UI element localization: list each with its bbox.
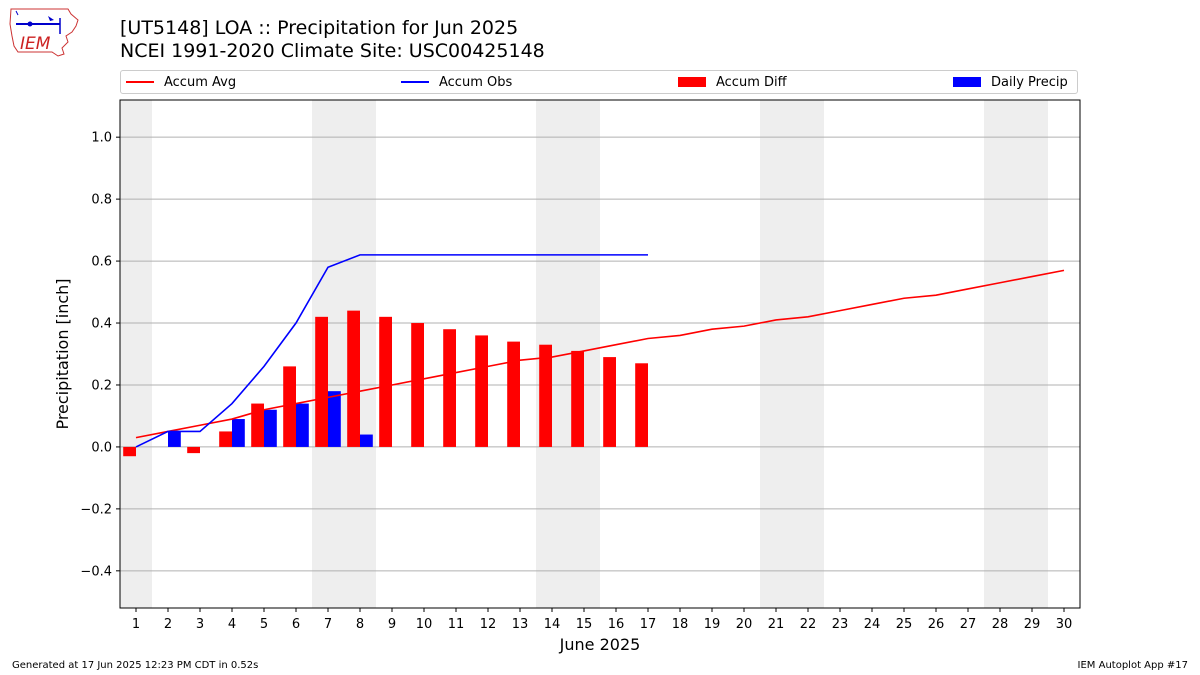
chart-legend: Accum Avg Accum Obs Accum Diff Daily Pre… (120, 70, 1078, 94)
x-tick-label: 21 (768, 617, 785, 632)
x-tick-label: 11 (448, 617, 465, 632)
daily-precip-bar (328, 391, 341, 447)
x-tick-label: 2 (164, 617, 172, 632)
accum-diff-bar (571, 350, 584, 447)
x-tick-label: 27 (960, 617, 977, 632)
x-tick-label: 22 (800, 617, 817, 632)
accum-diff-bar (283, 366, 296, 447)
x-tick-label: 17 (640, 617, 657, 632)
x-tick-label: 13 (512, 617, 529, 632)
legend-item-daily-precip: Daily Precip (953, 71, 1068, 93)
y-tick-label: 0.2 (91, 378, 112, 393)
y-axis-label: Precipitation [inch] (53, 278, 72, 429)
legend-swatch-daily-precip (953, 77, 981, 87)
accum-diff-bar (347, 310, 360, 447)
x-tick-label: 30 (1056, 617, 1073, 632)
daily-precip-bar (168, 431, 181, 447)
accum-diff-bar (603, 357, 616, 447)
legend-swatch-accum-diff (678, 77, 706, 87)
legend-item-accum-obs: Accum Obs (401, 71, 512, 93)
legend-label-daily-precip: Daily Precip (991, 74, 1068, 90)
x-tick-label: 16 (608, 617, 625, 632)
iem-logo: IEM (9, 8, 79, 57)
generated-timestamp: Generated at 17 Jun 2025 12:23 PM CDT in… (12, 660, 259, 671)
x-tick-label: 4 (228, 617, 236, 632)
accum-obs-line (135, 254, 648, 448)
y-tick-label: −0.2 (80, 502, 112, 517)
y-tick-label: −0.4 (80, 564, 112, 579)
y-tick-label: 0.8 (91, 193, 112, 208)
x-tick-label: 18 (672, 617, 689, 632)
x-tick-label: 19 (704, 617, 721, 632)
accum-diff-bar (187, 446, 200, 454)
legend-swatch-accum-obs (401, 81, 429, 83)
x-tick-label: 28 (992, 617, 1009, 632)
x-tick-label: 20 (736, 617, 753, 632)
x-tick-label: 29 (1024, 617, 1041, 632)
x-tick-label: 10 (416, 617, 433, 632)
weekend-band-4 (760, 100, 824, 608)
accum-diff-bar (635, 363, 648, 447)
accum-diff-bar (475, 335, 488, 447)
legend-item-accum-avg: Accum Avg (126, 71, 236, 93)
chart-title: [UT5148] LOA :: Precipitation for Jun 20… (120, 17, 519, 39)
accum-avg-line (135, 269, 1065, 439)
accum-diff-bar (123, 446, 136, 457)
daily-precip-bar (232, 419, 245, 447)
accum-diff-bar (443, 329, 456, 447)
x-tick-label: 7 (324, 617, 332, 632)
y-tick-label: 1.0 (91, 131, 112, 146)
accum-diff-bar (507, 341, 520, 447)
y-tick-label: 0.4 (91, 317, 112, 332)
iem-iowa-logo-icon (9, 8, 79, 57)
accum-diff-bar (219, 431, 232, 447)
plot-frame (119, 99, 1081, 609)
legend-label-accum-obs: Accum Obs (439, 74, 513, 90)
iem-logo-text: IEM (20, 34, 51, 54)
x-tick-label: 1 (132, 617, 140, 632)
accum-diff-bar (411, 323, 424, 447)
x-tick-label: 24 (864, 617, 881, 632)
x-tick-label: 9 (388, 617, 396, 632)
accum-diff-bar (539, 344, 552, 447)
daily-precip-bar (264, 409, 277, 447)
x-tick-label: 26 (928, 617, 945, 632)
chart-subtitle: NCEI 1991-2020 Climate Site: USC00425148 (120, 40, 545, 62)
x-tick-label: 3 (196, 617, 204, 632)
legend-label-accum-diff: Accum Diff (716, 74, 787, 90)
accum-diff-bar (315, 316, 328, 447)
x-tick-label: 6 (292, 617, 300, 632)
weekend-band-1 (120, 100, 152, 608)
x-tick-label: 15 (576, 617, 593, 632)
legend-swatch-accum-avg (126, 81, 154, 83)
y-tick-label: 0.0 (91, 440, 112, 455)
x-tick-label: 12 (480, 617, 497, 632)
x-tick-label: 14 (544, 617, 561, 632)
accum-diff-bar (251, 403, 264, 447)
legend-label-accum-avg: Accum Avg (164, 74, 237, 90)
app-credit: IEM Autoplot App #17 (1077, 660, 1188, 671)
daily-precip-bar (296, 403, 309, 447)
accum-diff-bar (379, 316, 392, 447)
y-tick-label: 0.6 (91, 255, 112, 270)
x-axis-label: June 2025 (559, 635, 641, 654)
x-tick-label: 5 (260, 617, 268, 632)
daily-precip-bar (360, 434, 373, 447)
legend-item-accum-diff: Accum Diff (678, 71, 787, 93)
x-tick-label: 8 (356, 617, 364, 632)
x-tick-label: 25 (896, 617, 913, 632)
x-tick-label: 23 (832, 617, 849, 632)
weekend-band-5 (984, 100, 1048, 608)
